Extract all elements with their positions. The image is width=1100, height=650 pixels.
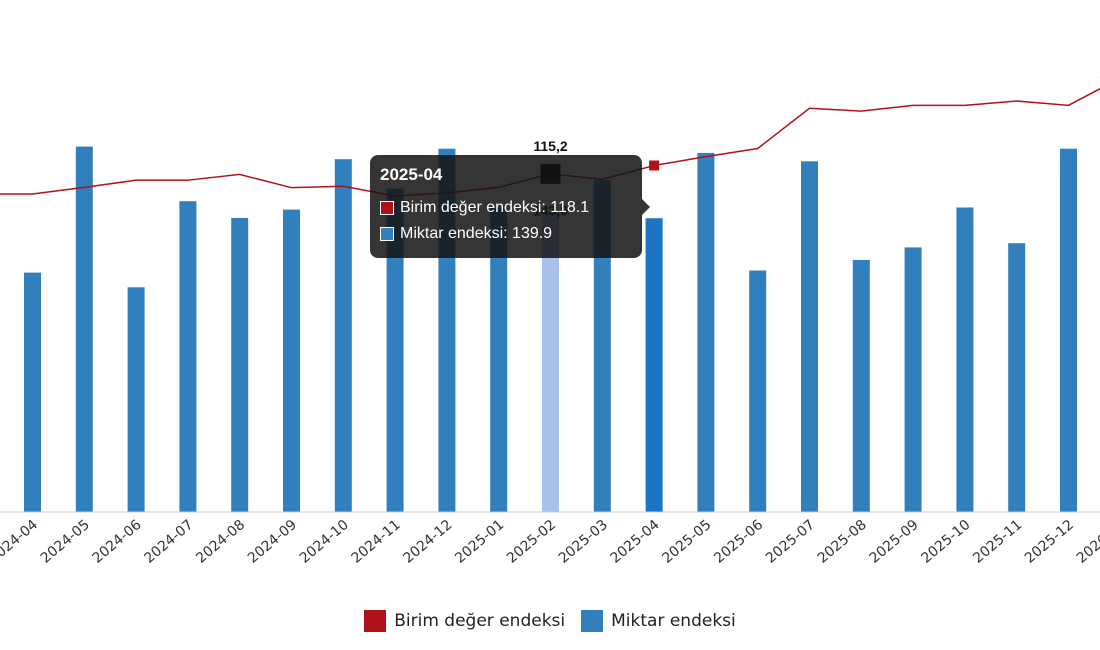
tooltip-row-label: Birim değer endeksi: 118.1 bbox=[400, 199, 590, 216]
x-tick-label: 2024-08 bbox=[193, 517, 248, 567]
x-axis-ticks: 2024-032024-042024-052024-062024-072024-… bbox=[0, 517, 1100, 567]
bar-2025-05[interactable] bbox=[697, 152, 715, 512]
legend-swatch-red bbox=[364, 610, 387, 632]
x-tick-label: 2024-11 bbox=[349, 517, 404, 567]
data-label: 115,2 bbox=[533, 138, 567, 154]
chart-legend: Birim değer endeksi Miktar endeksi bbox=[0, 610, 1100, 632]
bar-2025-03[interactable] bbox=[593, 180, 611, 512]
bar-2024-06[interactable] bbox=[127, 287, 145, 512]
bar-2024-08[interactable] bbox=[231, 218, 249, 512]
bar-2025-10[interactable] bbox=[956, 207, 974, 513]
line-point-2025-04[interactable] bbox=[649, 160, 660, 171]
x-tick-label: 2025-03 bbox=[556, 517, 611, 567]
bar-2025-11[interactable] bbox=[1008, 243, 1026, 512]
tooltip-row-label: Miktar endeksi: 139.9 bbox=[400, 225, 553, 242]
x-tick-label: 2024-09 bbox=[245, 517, 300, 567]
bar-2024-11[interactable] bbox=[386, 188, 404, 512]
chart-tooltip: 2025-04 Birim değer endeksi: 118.1 Mikta… bbox=[370, 155, 650, 258]
bar-2024-07[interactable] bbox=[179, 201, 197, 512]
bar-2024-09[interactable] bbox=[283, 209, 300, 512]
tooltip-row-quantity: Miktar endeksi: 139.9 bbox=[380, 225, 632, 243]
x-tick-label: 2025-04 bbox=[608, 517, 663, 567]
tooltip-swatch-red bbox=[380, 201, 394, 215]
legend-label: Miktar endeksi bbox=[611, 611, 736, 631]
x-tick-label: 2025-10 bbox=[918, 517, 973, 567]
bar-2025-04[interactable] bbox=[645, 218, 663, 512]
bar-2024-04[interactable] bbox=[24, 272, 41, 512]
x-tick-label: 2025-09 bbox=[867, 517, 922, 567]
bar-2025-09[interactable] bbox=[904, 247, 922, 512]
tooltip-swatch-blue bbox=[380, 227, 394, 241]
x-tick-label: 2025-08 bbox=[815, 517, 870, 567]
legend-item-unit-value[interactable]: Birim değer endeksi bbox=[364, 610, 565, 632]
tooltip-title: 2025-04 bbox=[380, 165, 443, 184]
x-tick-label: 2025-11 bbox=[970, 517, 1025, 567]
x-tick-label: 2024-10 bbox=[297, 517, 352, 567]
x-tick-label: 2024-05 bbox=[38, 517, 93, 567]
x-tick-label: 2026-01 bbox=[1074, 517, 1100, 567]
bar-2025-06[interactable] bbox=[749, 270, 767, 513]
x-tick-label: 2025-07 bbox=[763, 517, 818, 567]
bar-2025-02[interactable] bbox=[542, 211, 559, 512]
legend-item-quantity[interactable]: Miktar endeksi bbox=[581, 610, 736, 632]
x-tick-label: 2025-12 bbox=[1022, 517, 1077, 567]
legend-swatch-blue bbox=[581, 610, 604, 632]
legend-label: Birim değer endeksi bbox=[394, 611, 566, 631]
chart-plot: 2024-032024-042024-052024-062024-072024-… bbox=[0, 72, 1100, 567]
x-tick-label: 2025-02 bbox=[504, 517, 559, 567]
bar-2024-05[interactable] bbox=[75, 146, 93, 512]
x-tick-label: 2024-07 bbox=[141, 517, 196, 567]
x-tick-label: 2025-05 bbox=[659, 517, 714, 567]
bar-2025-08[interactable] bbox=[852, 260, 870, 512]
bar-2025-07[interactable] bbox=[801, 161, 818, 513]
x-tick-label: 2025-06 bbox=[711, 517, 766, 567]
tooltip-row-unit-value: Birim değer endeksi: 118.1 bbox=[380, 199, 632, 217]
x-tick-label: 2025-01 bbox=[452, 517, 507, 567]
bar-2024-10[interactable] bbox=[334, 159, 352, 512]
bar-2025-01[interactable] bbox=[490, 207, 508, 513]
x-tick-label: 2024-04 bbox=[0, 517, 41, 567]
x-tick-label: 2024-06 bbox=[90, 517, 145, 567]
x-tick-label: 2024-12 bbox=[400, 517, 455, 567]
bar-2025-12[interactable] bbox=[1060, 148, 1077, 512]
